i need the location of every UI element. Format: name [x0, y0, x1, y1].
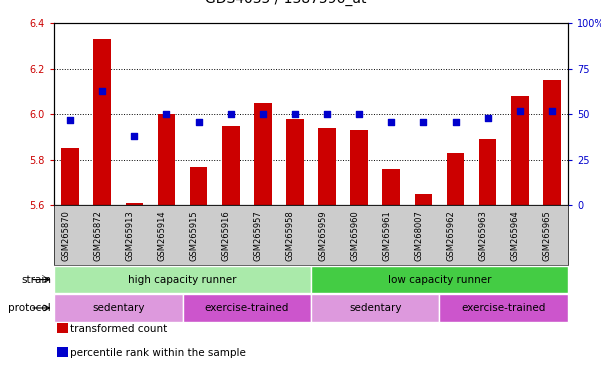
- Point: [290, 111, 300, 118]
- Point: [547, 108, 557, 114]
- Bar: [61, 149, 79, 205]
- Bar: [126, 203, 143, 205]
- Text: protocol: protocol: [8, 303, 51, 313]
- Text: GSM265914: GSM265914: [157, 210, 166, 260]
- Point: [386, 118, 396, 124]
- Text: percentile rank within the sample: percentile rank within the sample: [70, 348, 246, 358]
- Bar: [93, 39, 111, 205]
- Bar: [190, 167, 207, 205]
- Text: GSM265916: GSM265916: [222, 210, 231, 261]
- Text: GSM265962: GSM265962: [447, 210, 456, 261]
- Text: low capacity runner: low capacity runner: [388, 275, 491, 285]
- Text: GDS4035 / 1387596_at: GDS4035 / 1387596_at: [204, 0, 366, 6]
- Bar: [319, 128, 336, 205]
- Text: high capacity runner: high capacity runner: [128, 275, 237, 285]
- Bar: [157, 114, 175, 205]
- Text: strain: strain: [21, 275, 51, 285]
- Text: GSM265958: GSM265958: [286, 210, 295, 261]
- Point: [258, 111, 267, 118]
- Text: GSM265913: GSM265913: [126, 210, 135, 261]
- Text: GSM265959: GSM265959: [318, 210, 327, 260]
- Text: GSM265960: GSM265960: [350, 210, 359, 261]
- Point: [162, 111, 171, 118]
- Point: [515, 108, 525, 114]
- Bar: [415, 194, 432, 205]
- Bar: [350, 130, 368, 205]
- Point: [483, 115, 492, 121]
- Text: GSM268007: GSM268007: [415, 210, 424, 261]
- Bar: [286, 119, 304, 205]
- Point: [419, 118, 429, 124]
- Text: GSM265957: GSM265957: [254, 210, 263, 261]
- Point: [66, 117, 75, 123]
- Text: GSM265872: GSM265872: [93, 210, 102, 261]
- Point: [355, 111, 364, 118]
- Point: [322, 111, 332, 118]
- Text: sedentary: sedentary: [92, 303, 145, 313]
- Bar: [447, 153, 465, 205]
- Point: [451, 118, 460, 124]
- Bar: [254, 103, 272, 205]
- Text: GSM265963: GSM265963: [478, 210, 487, 261]
- Text: sedentary: sedentary: [349, 303, 401, 313]
- Point: [194, 118, 203, 124]
- Bar: [511, 96, 529, 205]
- Text: GSM265965: GSM265965: [543, 210, 552, 261]
- Point: [97, 88, 107, 94]
- Text: GSM265964: GSM265964: [511, 210, 520, 261]
- Text: exercise-trained: exercise-trained: [204, 303, 289, 313]
- Point: [226, 111, 236, 118]
- Bar: [479, 139, 496, 205]
- Text: exercise-trained: exercise-trained: [462, 303, 546, 313]
- Text: GSM265870: GSM265870: [61, 210, 70, 261]
- Text: GSM265961: GSM265961: [382, 210, 391, 261]
- Bar: [222, 126, 240, 205]
- Point: [130, 133, 139, 139]
- Text: transformed count: transformed count: [70, 324, 168, 334]
- Bar: [543, 80, 561, 205]
- Text: GSM265915: GSM265915: [189, 210, 198, 260]
- Bar: [382, 169, 400, 205]
